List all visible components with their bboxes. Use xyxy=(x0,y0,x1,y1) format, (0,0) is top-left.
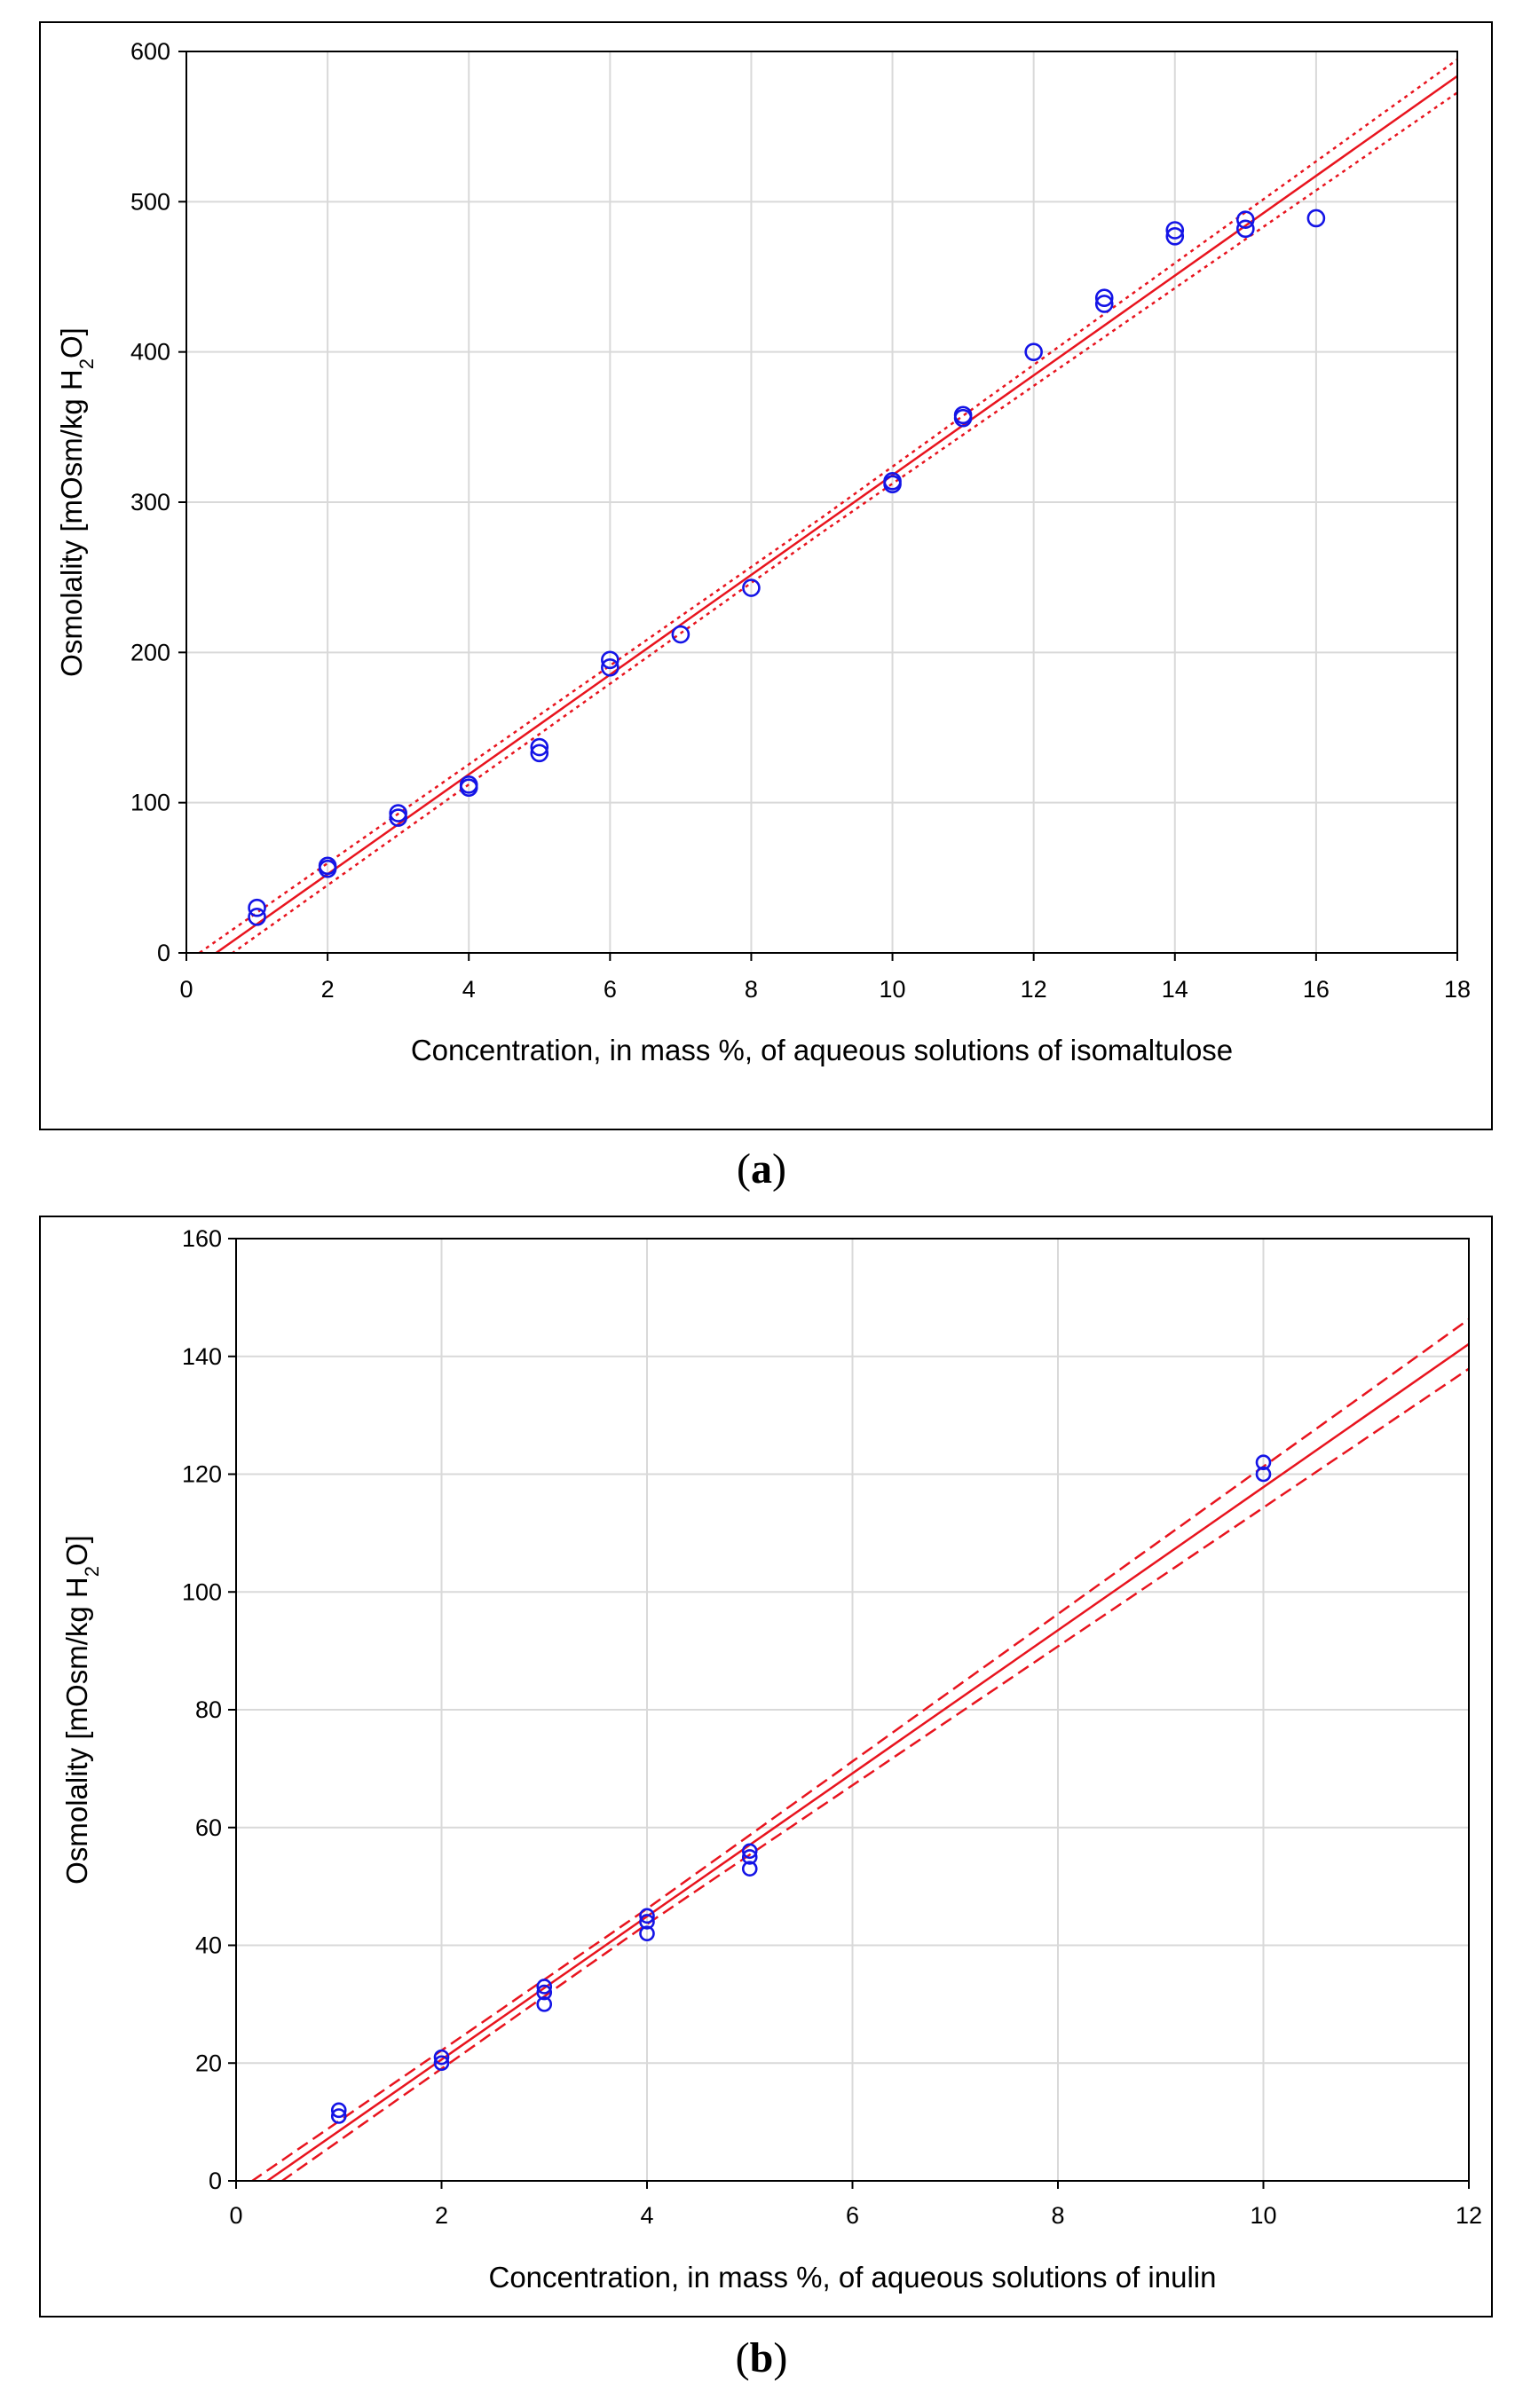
panel-b-data-point-12 xyxy=(741,1843,758,1860)
panel-a-data-point-11 xyxy=(601,650,619,670)
panel-b-data-point-5 xyxy=(536,1984,553,2001)
panel-b-xtick-label-0: 0 xyxy=(229,2202,242,2229)
panel-a-ytick-label-4: 400 xyxy=(130,339,170,366)
panel-a-ytick-label-0: 0 xyxy=(157,940,170,966)
panel-b-data-point-1 xyxy=(330,2102,347,2119)
panel-a-data-point-4 xyxy=(389,808,407,827)
panel-a-ytick-label-5: 500 xyxy=(130,188,170,215)
panel-b-xtick-label-2: 4 xyxy=(640,2202,653,2229)
panel-a-y-axis-title-end: O] xyxy=(55,327,88,358)
panel-a-xtick-label-5: 10 xyxy=(880,976,906,1003)
panel-b-xtick-label-3: 6 xyxy=(846,2202,859,2229)
panel-a-data-point-3 xyxy=(318,856,337,876)
panel-label-a-letter: a xyxy=(751,1145,772,1192)
panel-a-ci-upper xyxy=(197,59,1457,953)
panel-b-data-point-4 xyxy=(536,1996,553,2012)
panel-a-y-axis-title-main: Osmolality [mOsm/kg H xyxy=(55,369,88,677)
panel-a-xtick-label-6: 12 xyxy=(1021,976,1047,1003)
chart-panel-b-frame xyxy=(39,1216,1493,2318)
panel-a-data-point-18 xyxy=(1024,342,1043,361)
panel-b-fit-line xyxy=(265,1342,1469,2181)
panel-label-b-close: ) xyxy=(773,2334,788,2381)
panel-b-ytick-label-6: 120 xyxy=(182,1461,222,1488)
panel-b-y-axis-title: Osmolality [mOsm/kg H2O] xyxy=(60,1535,103,1885)
panel-b-y-axis-title-main: Osmolality [mOsm/kg H xyxy=(60,1577,93,1885)
panel-b-xtick-label-1: 2 xyxy=(435,2202,448,2229)
panel-b-data-point-11 xyxy=(741,1849,758,1865)
panel-b-ytick-label-4: 80 xyxy=(195,1696,222,1723)
panel-label-b-open: ( xyxy=(735,2334,750,2381)
panel-a-data-point-7 xyxy=(459,775,478,794)
panel-b-ytick-label-1: 20 xyxy=(195,2050,222,2076)
panel-a-xtick-label-2: 4 xyxy=(462,976,476,1003)
panel-b-data-point-14 xyxy=(1255,1454,1272,1471)
panel-b-y-axis-title-sub: 2 xyxy=(81,1566,103,1577)
panel-a-lines xyxy=(197,59,1457,953)
panel-b-ytick-label-3: 60 xyxy=(195,1814,222,1841)
panel-label-a-open: ( xyxy=(737,1145,751,1192)
panel-a-data-point-17 xyxy=(953,405,973,425)
panel-a-xtick-label-7: 14 xyxy=(1162,976,1188,1003)
panel-a-plot: 0 2 4 6 8 10 12 14 16 18 0 100 200 300 400 500 600 Concen… xyxy=(55,38,1471,1066)
panel-a-data-point-5 xyxy=(389,804,407,822)
panel-b-ytick-label-8: 160 xyxy=(182,1225,222,1252)
panel-b-data-point-6 xyxy=(536,1979,553,1995)
panel-b-ytick-label-0: 0 xyxy=(209,2168,222,2194)
panel-a-y-axis-title: Osmolality [mOsm/kg H2O] xyxy=(55,327,98,677)
chart-panel-a-frame xyxy=(39,21,1493,1130)
panel-b-data-point-10 xyxy=(741,1861,758,1877)
panel-b-plot: 0 2 4 6 8 10 12020406080100120140160Concentrat… xyxy=(60,1225,1482,2294)
panel-label-b-letter: b xyxy=(749,2334,774,2381)
panel-a-data-point-8 xyxy=(530,744,549,763)
panel-a-data-point-25 xyxy=(1306,209,1326,228)
panel-a-xtick-label-8: 16 xyxy=(1303,976,1330,1003)
panel-b-data-point-3 xyxy=(433,2049,450,2066)
panel-a-xtick-label-1: 2 xyxy=(321,976,335,1003)
panel-b-ytick-label-2: 40 xyxy=(195,1932,222,1959)
panel-label-a-close: ) xyxy=(772,1145,786,1192)
panel-a-data-point-23 xyxy=(1236,219,1255,239)
panel-a-data-point-21 xyxy=(1165,226,1185,246)
panel-a-ytick-label-1: 100 xyxy=(130,790,170,816)
panel-a-x-axis-title: Concentration, in mass %, of aqueous sol… xyxy=(411,1034,1233,1066)
panel-b-y-axis-title-end: O] xyxy=(60,1535,93,1566)
panel-b-xtick-label-4: 8 xyxy=(1051,2202,1064,2229)
panel-b-data-point-2 xyxy=(433,2055,450,2072)
panel-b-xtick-label-6: 12 xyxy=(1456,2202,1482,2229)
panel-b-data-point-0 xyxy=(330,2108,347,2124)
panel-b-data-point-9 xyxy=(639,1908,655,1924)
panel-b-ytick-label-7: 140 xyxy=(182,1343,222,1370)
panel-a-data-point-13 xyxy=(742,578,761,597)
panel-b-data-point-7 xyxy=(639,1925,655,1942)
panel-a-data-point-19 xyxy=(1094,295,1114,313)
panel-a-data-point-1 xyxy=(248,898,266,917)
panel-a-data-point-0 xyxy=(248,908,266,926)
panel-a-data-point-24 xyxy=(1236,210,1255,229)
panel-a-ytick-label-3: 300 xyxy=(130,489,170,515)
panel-b-data-point-8 xyxy=(639,1914,655,1930)
panel-a-xtick-label-9: 18 xyxy=(1444,976,1471,1003)
panel-a-data-point-10 xyxy=(601,657,619,677)
panel-a-xtick-label-0: 0 xyxy=(179,976,193,1003)
panel-b-x-axis-title: Concentration, in mass %, of aqueous sol… xyxy=(489,2261,1217,2294)
panel-b-ytick-label-5: 100 xyxy=(182,1578,222,1605)
panel-a-ytick-label-6: 600 xyxy=(130,38,170,65)
panel-a-ci-lower xyxy=(231,91,1457,953)
panel-label-a: (a) xyxy=(708,1145,815,1193)
panel-a-ytick-label-2: 200 xyxy=(130,639,170,665)
panel-b-data-point-13 xyxy=(1255,1466,1272,1483)
panel-a-xtick-label-4: 8 xyxy=(745,976,758,1003)
panel-b-xtick-label-5: 10 xyxy=(1250,2202,1276,2229)
panel-a-data-point-22 xyxy=(1165,221,1185,240)
panel-label-b: (b) xyxy=(708,2333,815,2382)
panel-a-data-point-9 xyxy=(530,737,549,757)
panel-a-xtick-label-3: 6 xyxy=(604,976,617,1003)
panel-a-data-point-20 xyxy=(1094,288,1114,308)
panel-a-data-point-15 xyxy=(883,471,902,491)
panel-a-data-point-12 xyxy=(671,625,690,644)
panel-a-fit-line xyxy=(214,75,1457,953)
panel-a-y-axis-title-sub: 2 xyxy=(75,358,98,369)
